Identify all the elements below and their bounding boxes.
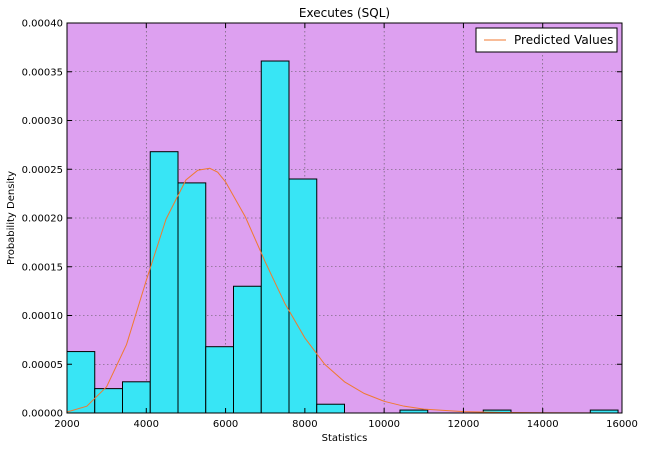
x-axis-label: Statistics bbox=[322, 433, 368, 444]
y-tick-label: 0.00015 bbox=[22, 262, 63, 273]
legend-box bbox=[475, 27, 618, 53]
legend: Predicted Values bbox=[475, 27, 618, 53]
histogram-bar bbox=[177, 182, 207, 414]
x-tick-label: 2000 bbox=[54, 419, 79, 430]
x-tick-label: 6000 bbox=[213, 419, 238, 430]
y-axis-label: Probability Density bbox=[6, 171, 17, 265]
histogram-bar bbox=[66, 351, 96, 414]
x-tick-label: 14000 bbox=[527, 419, 559, 430]
histogram-bars bbox=[66, 60, 619, 414]
x-tick-label: 4000 bbox=[134, 419, 159, 430]
x-tick-label: 10000 bbox=[368, 419, 400, 430]
axis-ticks: 2000 4000 6000 8000 10000 12000 14000 16000 0.00… bbox=[22, 19, 638, 431]
x-tick-label: 16000 bbox=[606, 419, 638, 430]
histogram-bar bbox=[149, 151, 179, 414]
y-tick-label: 0.00000 bbox=[22, 409, 63, 420]
chart-title: Executes (SQL) bbox=[299, 6, 390, 20]
histogram-bar bbox=[205, 346, 234, 414]
y-tick-label: 0.00020 bbox=[22, 214, 63, 225]
histogram-bar bbox=[94, 388, 123, 414]
histogram-bar bbox=[233, 285, 262, 414]
predicted-values-line bbox=[66, 167, 619, 414]
predicted-line-layer bbox=[66, 167, 619, 414]
legend-label-predicted-values: Predicted Values bbox=[514, 33, 613, 47]
x-tick-label: 8000 bbox=[292, 419, 317, 430]
histogram-bar bbox=[260, 60, 290, 414]
y-tick-label: 0.00040 bbox=[22, 19, 63, 30]
histogram-bar bbox=[288, 178, 318, 414]
y-tick-label: 0.00035 bbox=[22, 67, 63, 78]
histogram-bar bbox=[316, 403, 345, 414]
y-tick-label: 0.00010 bbox=[22, 311, 63, 322]
y-tick-label: 0.00005 bbox=[22, 360, 63, 371]
x-tick-label: 12000 bbox=[448, 419, 480, 430]
y-tick-label: 0.00025 bbox=[22, 165, 63, 176]
y-tick-label: 0.00030 bbox=[22, 116, 63, 127]
